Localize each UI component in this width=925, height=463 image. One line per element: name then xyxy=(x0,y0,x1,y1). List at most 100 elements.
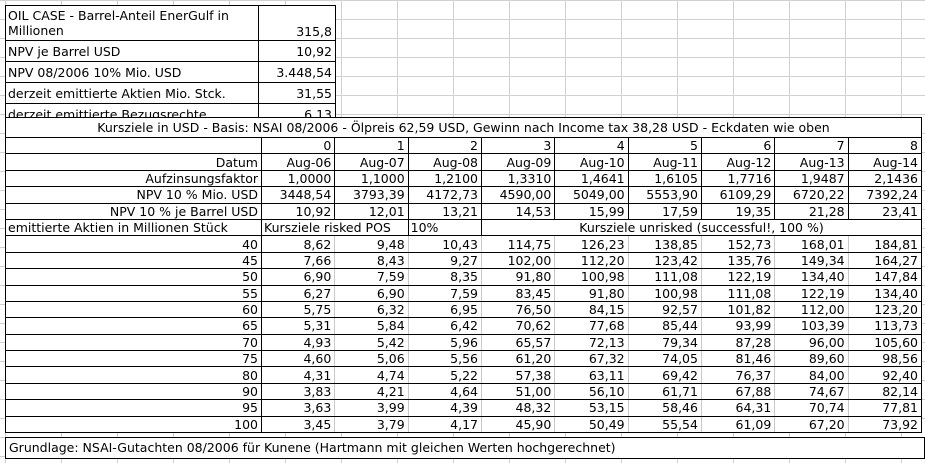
group-risked-cell[interactable]: Kursziele risked POS xyxy=(261,218,409,237)
data-cell[interactable]: 93,99 xyxy=(700,317,776,335)
data-cell[interactable]: 114,75 xyxy=(480,235,556,253)
data-cell[interactable]: 103,39 xyxy=(774,317,849,335)
data-cell[interactable]: 138,85 xyxy=(627,235,702,253)
shares-cell[interactable]: 80 xyxy=(5,366,262,384)
data-cell[interactable]: 100,98 xyxy=(554,268,629,286)
data-cell[interactable]: 5,56 xyxy=(407,350,482,368)
data-cell[interactable]: 6,32 xyxy=(334,300,409,319)
data-cell[interactable]: 72,13 xyxy=(554,333,629,352)
data-cell[interactable]: 6,90 xyxy=(260,268,336,286)
data-cell[interactable]: 4,31 xyxy=(260,366,336,384)
data-cell[interactable]: 6109,29 xyxy=(700,186,776,204)
data-cell[interactable]: 147,84 xyxy=(847,268,923,286)
shares-cell[interactable]: 95 xyxy=(5,399,262,417)
data-cell[interactable]: 1,4641 xyxy=(554,169,629,188)
data-cell[interactable]: 7,59 xyxy=(407,284,482,302)
cell-value[interactable]: 3.448,54 xyxy=(258,61,336,83)
shares-cell[interactable]: 45 xyxy=(5,251,262,270)
data-cell[interactable]: 7,59 xyxy=(334,268,409,286)
shares-cell[interactable]: 60 xyxy=(5,300,262,319)
cell-label[interactable]: OIL CASE - Barrel-Anteil EnerGulf in Mil… xyxy=(5,5,259,41)
data-cell[interactable]: 17,59 xyxy=(627,202,702,220)
data-cell[interactable]: 77,68 xyxy=(554,317,629,335)
data-cell[interactable]: 9,27 xyxy=(407,251,482,270)
cell-value[interactable]: 315,8 xyxy=(258,5,336,41)
data-cell[interactable]: 76,50 xyxy=(480,300,556,319)
data-cell[interactable]: 70,74 xyxy=(774,399,849,417)
data-cell[interactable]: 50,49 xyxy=(554,415,629,434)
data-cell[interactable]: 21,28 xyxy=(774,202,849,220)
data-cell[interactable]: 1,3310 xyxy=(480,169,556,188)
data-cell[interactable]: 87,28 xyxy=(700,333,776,352)
row-label-cell[interactable]: NPV 10 % Mio. USD xyxy=(5,186,262,204)
col-index-cell[interactable]: 0 xyxy=(260,136,336,155)
data-cell[interactable]: 105,60 xyxy=(847,333,923,352)
data-cell[interactable]: 45,90 xyxy=(480,415,556,434)
shares-cell[interactable]: 55 xyxy=(5,284,262,302)
data-cell[interactable]: 98,56 xyxy=(847,350,923,368)
data-cell[interactable]: 122,19 xyxy=(700,268,776,286)
data-cell[interactable]: 4,74 xyxy=(334,366,409,384)
data-cell[interactable]: Aug-14 xyxy=(847,153,923,171)
data-cell[interactable]: 4,93 xyxy=(260,333,336,352)
row-label-cell[interactable]: Datum xyxy=(5,153,262,171)
data-cell[interactable]: 4,21 xyxy=(334,382,409,401)
data-cell[interactable]: 14,53 xyxy=(480,202,556,220)
data-cell[interactable]: 1,7716 xyxy=(700,169,776,188)
cell-value[interactable]: 10,92 xyxy=(258,40,336,62)
data-cell[interactable]: 81,46 xyxy=(700,350,776,368)
data-cell[interactable]: 67,32 xyxy=(554,350,629,368)
cell-label[interactable]: NPV 08/2006 10% Mio. USD xyxy=(5,61,259,83)
cell-label[interactable]: derzeit emittierte Aktien Mio. Stck. xyxy=(5,82,259,104)
data-cell[interactable]: 67,88 xyxy=(700,382,776,401)
data-cell[interactable]: 164,27 xyxy=(847,251,923,270)
data-cell[interactable]: 56,10 xyxy=(554,382,629,401)
data-cell[interactable]: 5,42 xyxy=(334,333,409,352)
data-cell[interactable]: 19,35 xyxy=(700,202,776,220)
section-title-cell[interactable]: Kursziele in USD - Basis: NSAI 08/2006 -… xyxy=(5,117,922,138)
data-cell[interactable]: Aug-11 xyxy=(627,153,702,171)
data-cell[interactable]: 65,57 xyxy=(480,333,556,352)
data-cell[interactable]: 100,98 xyxy=(627,284,702,302)
data-cell[interactable]: 6720,22 xyxy=(774,186,849,204)
data-cell[interactable]: 91,80 xyxy=(480,268,556,286)
data-cell[interactable]: 8,43 xyxy=(334,251,409,270)
data-cell[interactable]: 4172,73 xyxy=(407,186,482,204)
data-cell[interactable]: 74,05 xyxy=(627,350,702,368)
data-cell[interactable]: 184,81 xyxy=(847,235,923,253)
cell-value[interactable]: 31,55 xyxy=(258,82,336,104)
data-cell[interactable]: 23,41 xyxy=(847,202,923,220)
col-index-cell[interactable]: 2 xyxy=(407,136,482,155)
data-cell[interactable]: 77,81 xyxy=(847,399,923,417)
col-index-cell[interactable]: 7 xyxy=(774,136,849,155)
data-cell[interactable]: 91,80 xyxy=(554,284,629,302)
data-cell[interactable]: 48,32 xyxy=(480,399,556,417)
data-cell[interactable]: 79,34 xyxy=(627,333,702,352)
shares-cell[interactable]: 65 xyxy=(5,317,262,335)
data-cell[interactable]: 112,00 xyxy=(774,300,849,319)
data-cell[interactable]: 5,06 xyxy=(334,350,409,368)
data-cell[interactable]: Aug-07 xyxy=(334,153,409,171)
shares-cell[interactable]: 70 xyxy=(5,333,262,352)
data-cell[interactable]: 4590,00 xyxy=(480,186,556,204)
data-cell[interactable]: 3,99 xyxy=(334,399,409,417)
data-cell[interactable]: 57,38 xyxy=(480,366,556,384)
data-cell[interactable]: 10,92 xyxy=(260,202,336,220)
data-cell[interactable]: 6,95 xyxy=(407,300,482,319)
data-cell[interactable]: 89,60 xyxy=(774,350,849,368)
data-cell[interactable]: 61,71 xyxy=(627,382,702,401)
data-cell[interactable]: 9,48 xyxy=(334,235,409,253)
corner-cell[interactable] xyxy=(5,136,262,155)
data-cell[interactable]: 10,43 xyxy=(407,235,482,253)
data-cell[interactable]: 7,66 xyxy=(260,251,336,270)
data-cell[interactable]: 113,73 xyxy=(847,317,923,335)
data-cell[interactable]: 12,01 xyxy=(334,202,409,220)
data-cell[interactable]: 73,92 xyxy=(847,415,923,434)
data-cell[interactable]: Aug-12 xyxy=(700,153,776,171)
data-cell[interactable]: 55,54 xyxy=(627,415,702,434)
data-cell[interactable]: Aug-08 xyxy=(407,153,482,171)
data-cell[interactable]: 6,27 xyxy=(260,284,336,302)
data-cell[interactable]: 111,08 xyxy=(627,268,702,286)
data-cell[interactable]: 83,45 xyxy=(480,284,556,302)
data-cell[interactable]: 64,31 xyxy=(700,399,776,417)
